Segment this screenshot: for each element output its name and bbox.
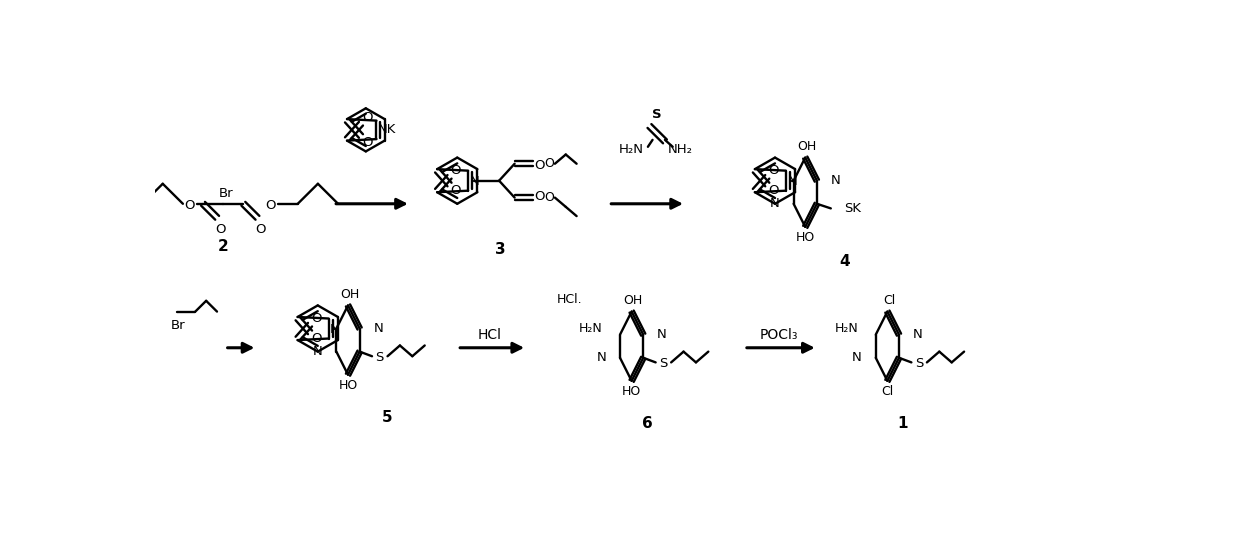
Text: N: N — [373, 322, 383, 335]
Text: N: N — [831, 174, 841, 187]
Text: O: O — [450, 184, 461, 197]
Text: HCl: HCl — [477, 327, 502, 342]
Text: N: N — [330, 323, 340, 336]
Text: NH₂: NH₂ — [668, 142, 693, 156]
Text: OH: OH — [340, 288, 360, 301]
Text: O: O — [544, 191, 553, 204]
Text: HO: HO — [796, 231, 815, 244]
Text: 4: 4 — [839, 254, 851, 269]
Text: O: O — [311, 332, 321, 345]
Text: O: O — [185, 199, 195, 212]
Text: N: N — [787, 175, 797, 188]
Text: 5: 5 — [382, 410, 393, 425]
Text: Cl: Cl — [883, 294, 895, 307]
Text: N: N — [596, 351, 606, 364]
Text: OH: OH — [624, 294, 642, 307]
Text: O: O — [362, 111, 372, 124]
Text: 1: 1 — [898, 416, 908, 431]
Text: Br: Br — [171, 319, 185, 332]
Text: O: O — [265, 199, 275, 212]
Text: O: O — [534, 159, 544, 172]
Text: O: O — [311, 312, 321, 325]
Text: N: N — [852, 351, 862, 364]
Text: S: S — [652, 108, 662, 121]
Text: H₂N: H₂N — [579, 322, 603, 335]
Text: S: S — [376, 351, 384, 364]
Text: 6: 6 — [642, 416, 652, 431]
Text: POCl₃: POCl₃ — [760, 327, 799, 342]
Text: O: O — [769, 184, 779, 197]
Text: OH: OH — [797, 140, 816, 153]
Text: O: O — [450, 164, 461, 177]
Text: N: N — [312, 345, 322, 358]
Text: O: O — [534, 190, 544, 202]
Text: S: S — [660, 358, 667, 370]
Text: O: O — [255, 224, 265, 236]
Text: HCl.: HCl. — [557, 293, 583, 306]
Text: N: N — [470, 175, 480, 188]
Text: SK: SK — [844, 202, 861, 215]
Text: O: O — [769, 164, 779, 177]
Text: O: O — [215, 224, 226, 236]
Text: H₂N: H₂N — [619, 142, 644, 156]
Text: N: N — [657, 328, 667, 341]
Text: N: N — [770, 197, 780, 210]
Text: 2: 2 — [218, 239, 228, 254]
Text: 3: 3 — [495, 242, 505, 257]
Text: S: S — [915, 358, 924, 370]
Text: HO: HO — [339, 379, 357, 392]
Text: O: O — [362, 136, 372, 148]
Text: Br: Br — [219, 187, 233, 200]
Text: NK: NK — [378, 123, 397, 136]
Text: HO: HO — [622, 385, 641, 398]
Text: O: O — [544, 157, 553, 170]
Text: N: N — [913, 328, 923, 341]
Text: H₂N: H₂N — [835, 322, 858, 335]
Text: Cl: Cl — [882, 385, 894, 398]
